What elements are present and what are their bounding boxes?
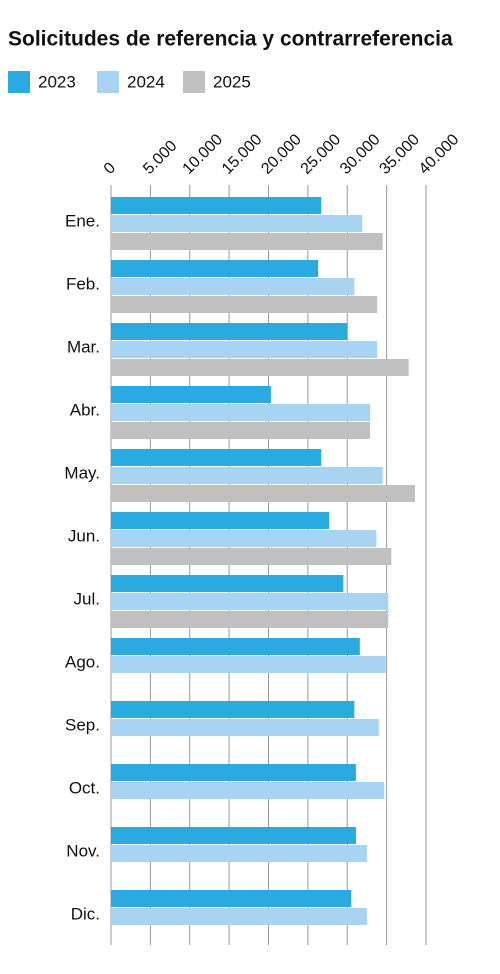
- bar: [111, 260, 319, 277]
- bar: [111, 449, 322, 466]
- bar: [111, 485, 415, 502]
- bar: [111, 827, 356, 844]
- legend-label: 2023: [38, 72, 76, 91]
- y-tick-label: Jun.: [68, 526, 100, 545]
- legend-swatch: [8, 71, 30, 93]
- y-tick-label: Mar.: [67, 337, 100, 356]
- bar: [111, 611, 389, 628]
- y-tick-label: Sep.: [65, 715, 100, 734]
- bar: [111, 341, 378, 358]
- bar: [111, 908, 367, 925]
- bar: [111, 233, 383, 250]
- bar: [111, 638, 360, 655]
- bar: [111, 359, 409, 376]
- bar: [111, 890, 352, 907]
- legend-label: 2024: [127, 72, 165, 91]
- y-tick-label: Dic.: [71, 904, 100, 923]
- x-tick-label: 35.000: [376, 131, 423, 178]
- bar: [111, 845, 367, 862]
- legend-swatch: [183, 71, 205, 93]
- bar: [111, 215, 363, 232]
- bar: [111, 782, 385, 799]
- y-tick-label: Oct.: [69, 778, 100, 797]
- bar: [111, 764, 356, 781]
- bar: [111, 422, 371, 439]
- bar: [111, 197, 322, 214]
- x-tick-label: 40.000: [416, 131, 463, 178]
- y-tick-label: Abr.: [70, 400, 100, 419]
- y-tick-label: Ene.: [65, 211, 100, 230]
- bar: [111, 701, 355, 718]
- legend-label: 2025: [213, 72, 251, 91]
- bar: [111, 512, 330, 529]
- x-tick-label: 20.000: [258, 131, 305, 178]
- x-tick-label: 5.000: [140, 137, 180, 177]
- bar: [111, 278, 355, 295]
- x-tick-label: 10.000: [180, 131, 227, 178]
- bar: [111, 323, 348, 340]
- chart-title: Solicitudes de referencia y contrarrefer…: [8, 28, 453, 51]
- y-tick-label: May.: [64, 463, 100, 482]
- y-tick-label: Nov.: [66, 841, 100, 860]
- x-tick-label: 25.000: [298, 131, 345, 178]
- y-tick-label: Ago.: [65, 652, 100, 671]
- bar: [111, 467, 383, 484]
- bar: [111, 386, 271, 403]
- x-tick-label: 15.000: [219, 131, 266, 178]
- bar: [111, 656, 386, 673]
- x-tick-label: 30.000: [337, 131, 384, 178]
- bar: [111, 593, 389, 610]
- y-tick-label: Feb.: [66, 274, 100, 293]
- bar: [111, 296, 378, 313]
- x-tick-label: 0: [101, 159, 119, 177]
- bar: [111, 530, 377, 547]
- bar: [111, 548, 392, 565]
- bar: [111, 575, 344, 592]
- legend-swatch: [97, 71, 119, 93]
- bar: [111, 404, 371, 421]
- bar: [111, 719, 379, 736]
- y-tick-label: Jul.: [74, 589, 100, 608]
